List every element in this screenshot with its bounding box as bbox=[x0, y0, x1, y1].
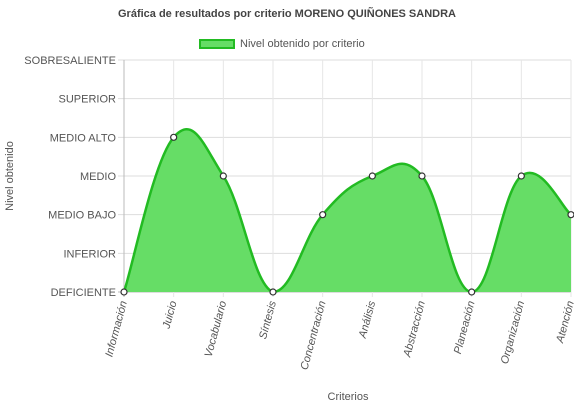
y-tick-label: DEFICIENTE bbox=[51, 287, 116, 299]
data-area bbox=[122, 128, 572, 294]
legend[interactable]: Nivel obtenido por criterio bbox=[199, 37, 365, 51]
chart-title: Gráfica de resultados por criterio MOREN… bbox=[117, 8, 456, 20]
data-point-2[interactable] bbox=[170, 133, 178, 141]
legend-swatch bbox=[199, 39, 235, 49]
x-tick-label: Análisis bbox=[357, 299, 379, 340]
data-point-5[interactable] bbox=[319, 211, 327, 219]
x-tick-label: Atención bbox=[554, 300, 574, 345]
x-tick-label: Información bbox=[103, 300, 129, 359]
data-point-4[interactable] bbox=[269, 288, 277, 296]
data-point-7[interactable] bbox=[418, 172, 426, 180]
y-tick-label: MEDIO BAJO bbox=[48, 210, 116, 222]
x-tick-label: Vocabulario bbox=[203, 300, 230, 359]
y-tick-label: MEDIO bbox=[80, 171, 117, 183]
data-point-9[interactable] bbox=[517, 172, 525, 180]
data-point-6[interactable] bbox=[368, 172, 376, 180]
y-tick-label: SUPERIOR bbox=[59, 94, 117, 106]
series-line bbox=[122, 128, 572, 294]
x-axis-title: Criterios bbox=[328, 391, 369, 403]
y-tick-label: MEDIO ALTO bbox=[50, 132, 117, 144]
x-tick-label: Planeación bbox=[452, 300, 478, 356]
x-tick-label: Síntesis bbox=[257, 299, 279, 340]
y-axis-title: Nivel obtenido bbox=[4, 141, 16, 211]
data-points bbox=[120, 133, 574, 296]
x-tick-label: Concentración bbox=[299, 300, 329, 372]
legend-label: Nivel obtenido por criterio bbox=[240, 38, 365, 50]
data-point-10[interactable] bbox=[567, 211, 574, 219]
data-point-8[interactable] bbox=[468, 288, 476, 296]
data-point-1[interactable] bbox=[120, 288, 128, 296]
y-tick-label: INFERIOR bbox=[63, 248, 116, 260]
x-tick-label: Juicio bbox=[160, 300, 179, 331]
y-tick-label: SOBRESALIENTE bbox=[24, 55, 116, 67]
area-fill bbox=[124, 129, 571, 292]
y-tick-labels: DEFICIENTE INFERIOR MEDIO BAJO MEDIO MEDIO A… bbox=[24, 55, 116, 299]
x-tick-label: Organización bbox=[499, 300, 527, 366]
x-tick-label: Abstracción bbox=[401, 300, 428, 360]
x-tick-labels: Información Juicio Vocabulario Síntesis Conc… bbox=[103, 299, 574, 371]
data-point-3[interactable] bbox=[219, 172, 227, 180]
